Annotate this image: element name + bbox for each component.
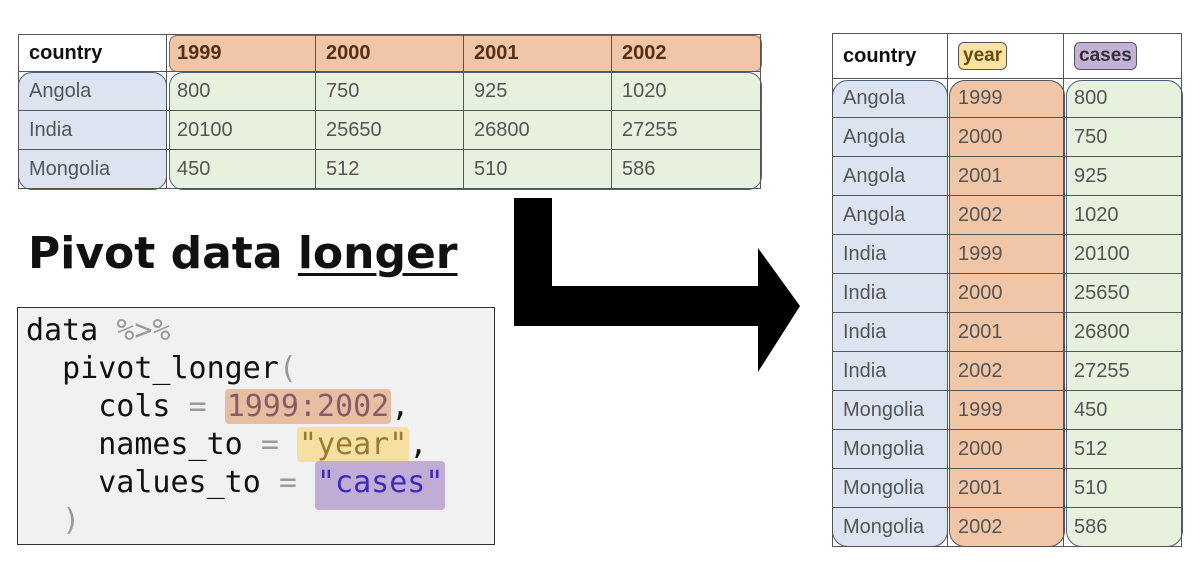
long-cell-cases: 26800	[1064, 313, 1182, 352]
long-cell-cases: 750	[1064, 118, 1182, 157]
long-cell-cases: 1020	[1064, 196, 1182, 235]
arrow-shape	[514, 198, 800, 372]
long-header-cases: cases	[1074, 42, 1137, 70]
wide-header-2000: 2000	[316, 34, 464, 72]
wide-cell: 750	[316, 72, 464, 111]
long-cell-year: 1999	[948, 235, 1064, 274]
wide-cell: 586	[612, 150, 761, 189]
title-main: Pivot data	[28, 228, 298, 279]
long-cell-country: Mongolia	[832, 508, 948, 547]
long-cell-country: India	[832, 274, 948, 313]
code-line-2: pivot_longer(	[26, 350, 494, 388]
year-columns-highlight	[169, 35, 762, 72]
long-cell-country: Mongolia	[832, 391, 948, 430]
code-names-to-value: "year"	[296, 427, 410, 462]
title-emphasis: longer	[297, 228, 458, 279]
long-cell-year: 1999	[948, 391, 1064, 430]
wide-cell: 800	[167, 72, 316, 111]
long-cell-cases: 20100	[1064, 235, 1182, 274]
long-cell-cases: 25650	[1064, 274, 1182, 313]
wide-cell: 512	[316, 150, 464, 189]
long-header-year-cell: year	[948, 33, 1064, 79]
long-cell-year: 2001	[948, 157, 1064, 196]
code-function: pivot_longer	[26, 351, 279, 386]
wide-header-2001: 2001	[464, 34, 612, 72]
country-column-highlight	[18, 72, 167, 190]
long-header-year: year	[958, 42, 1008, 70]
wide-table-grid: country 1999 2000 2001 2002 Angola 800 7…	[18, 34, 761, 189]
wide-header-1999: 1999	[167, 34, 316, 72]
code-close-paren: )	[26, 503, 81, 538]
long-cell-cases: 512	[1064, 430, 1182, 469]
long-cell-cases: 27255	[1064, 352, 1182, 391]
code-line-5: values_to = "cases"	[26, 461, 494, 510]
long-cell-cases: 510	[1064, 469, 1182, 508]
wide-header-country: country	[18, 34, 167, 72]
code-comma: ,	[391, 389, 410, 424]
code-arg-values-to: values_to	[26, 465, 279, 500]
long-cell-country: India	[832, 313, 948, 352]
long-cell-country: Mongolia	[832, 469, 948, 508]
long-cell-year: 2002	[948, 352, 1064, 391]
wide-cell-country: Angola	[18, 72, 167, 111]
code-line-4: names_to = "year",	[26, 426, 494, 464]
wide-cell-country: Mongolia	[18, 150, 167, 189]
wide-cell: 925	[464, 72, 612, 111]
long-cell-year: 2000	[948, 430, 1064, 469]
code-pipe-operator: %>%	[116, 313, 171, 348]
long-cell-year: 1999	[948, 79, 1064, 118]
code-equals: =	[260, 427, 279, 462]
long-cell-country: Angola	[832, 196, 948, 235]
code-equals: =	[188, 389, 207, 424]
code-values-to-value: "cases"	[315, 461, 446, 510]
wide-cell: 26800	[464, 111, 612, 150]
elbow-arrow-right-icon	[514, 198, 800, 372]
long-cell-year: 2001	[948, 469, 1064, 508]
long-cell-country: Angola	[832, 79, 948, 118]
wide-cell: 25650	[316, 111, 464, 150]
long-cell-year: 2000	[948, 274, 1064, 313]
long-cell-cases: 586	[1064, 508, 1182, 547]
long-cell-year: 2000	[948, 118, 1064, 157]
code-arg-cols: cols	[26, 389, 189, 424]
long-cell-country: India	[832, 235, 948, 274]
long-cell-country: Mongolia	[832, 430, 948, 469]
values-highlight	[169, 72, 762, 190]
long-cell-country: India	[832, 352, 948, 391]
wide-cell: 27255	[612, 111, 761, 150]
code-open-paren: (	[278, 351, 297, 386]
long-cell-country: Angola	[832, 118, 948, 157]
page-title: Pivot data longer	[28, 228, 458, 279]
wide-cell: 1020	[612, 72, 761, 111]
long-cell-cases: 800	[1064, 79, 1182, 118]
long-table-grid: country year cases Angola 1999 800 Angola 20…	[832, 33, 1182, 547]
code-arg-names-to: names_to	[26, 427, 261, 462]
code-equals: =	[278, 465, 297, 500]
long-cell-cases: 450	[1064, 391, 1182, 430]
long-cell-cases: 925	[1064, 157, 1182, 196]
long-header-country: country	[832, 33, 948, 79]
long-cell-country: Angola	[832, 157, 948, 196]
code-block: data %>% pivot_longer( cols = 1999:2002,…	[17, 307, 495, 545]
code-line-3: cols = 1999:2002,	[26, 388, 494, 426]
code-line-1: data %>%	[26, 312, 494, 350]
wide-cell: 20100	[167, 111, 316, 150]
long-cell-year: 2002	[948, 196, 1064, 235]
code-comma: ,	[409, 427, 428, 462]
wide-cell: 510	[464, 150, 612, 189]
long-cell-year: 2001	[948, 313, 1064, 352]
long-cases-highlight	[1066, 80, 1183, 547]
wide-header-2002: 2002	[612, 34, 761, 72]
wide-table: country 1999 2000 2001 2002 Angola 800 7…	[18, 34, 762, 190]
wide-cell-country: India	[18, 111, 167, 150]
wide-cell: 450	[167, 150, 316, 189]
long-table: country year cases Angola 1999 800 Angola 20…	[832, 33, 1183, 547]
long-header-cases-cell: cases	[1064, 33, 1182, 79]
code-data: data	[26, 313, 117, 348]
long-cell-year: 2002	[948, 508, 1064, 547]
code-cols-value: 1999:2002	[224, 389, 392, 424]
